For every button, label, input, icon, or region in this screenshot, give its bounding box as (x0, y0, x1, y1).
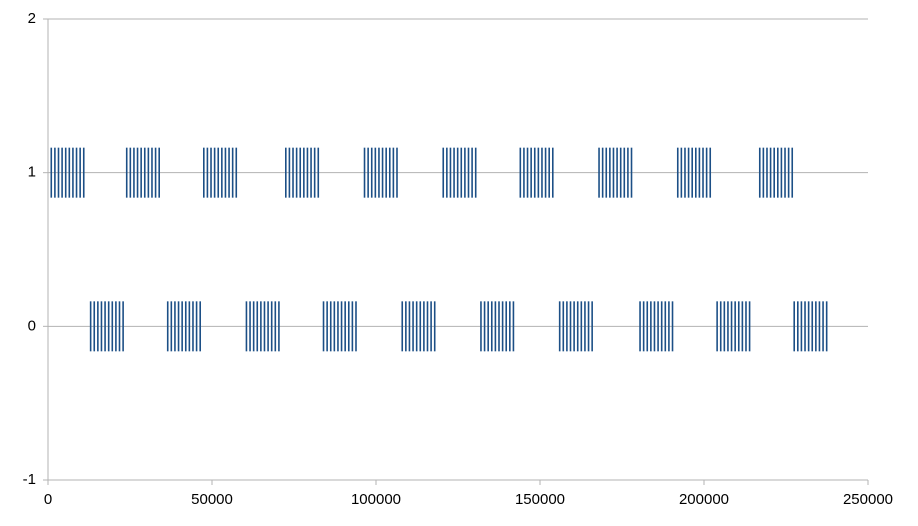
x-tick-label: 150000 (515, 491, 565, 508)
x-tick-label: 200000 (679, 491, 729, 508)
y-tick-label: 0 (28, 317, 36, 334)
x-tick-label: 50000 (191, 491, 233, 508)
x-tick-label: 100000 (351, 491, 401, 508)
y-tick-label: -1 (23, 471, 36, 488)
y-tick-label: 2 (28, 10, 36, 27)
x-tick-label: 250000 (843, 491, 893, 508)
x-tick-label: 0 (44, 491, 52, 508)
y-tick-label: 1 (28, 164, 36, 181)
